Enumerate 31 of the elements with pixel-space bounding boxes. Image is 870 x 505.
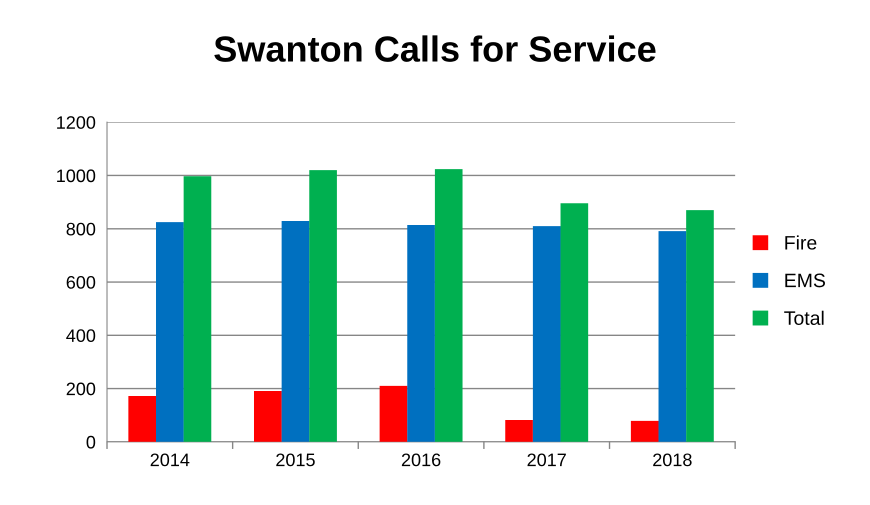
legend-label: Fire: [785, 235, 816, 250]
bar: [156, 222, 184, 442]
bar: [380, 386, 408, 442]
bar: [407, 225, 435, 442]
bar: [532, 226, 561, 442]
y-tick-label: 200: [66, 382, 96, 396]
x-tick-label: 2016: [402, 453, 440, 466]
bar: [630, 420, 659, 442]
bar: [282, 221, 310, 442]
x-tick-label: 2017: [528, 453, 566, 466]
bar: [686, 210, 714, 442]
bar: [309, 170, 337, 442]
bar: [128, 396, 156, 442]
y-tick-label: 1000: [57, 169, 96, 182]
chart-title: Swanton Calls for Service: [214, 35, 656, 62]
legend-label: Total: [784, 310, 824, 325]
legend-label: EMS: [785, 274, 826, 288]
bar: [254, 390, 282, 442]
y-tick-label: 800: [66, 222, 96, 236]
y-tick-label: 0: [86, 436, 96, 449]
bar: [434, 169, 463, 442]
x-tick-label: 2015: [276, 453, 315, 466]
y-tick-label: 600: [66, 276, 96, 289]
bar: [184, 176, 212, 442]
y-tick-label: 1200: [57, 116, 96, 129]
bar: [658, 231, 686, 442]
x-tick-label: 2014: [150, 453, 190, 466]
y-tick-label: 400: [66, 329, 96, 342]
bar: [505, 420, 533, 442]
x-tick-label: 2018: [653, 453, 692, 466]
bar: [560, 203, 588, 442]
